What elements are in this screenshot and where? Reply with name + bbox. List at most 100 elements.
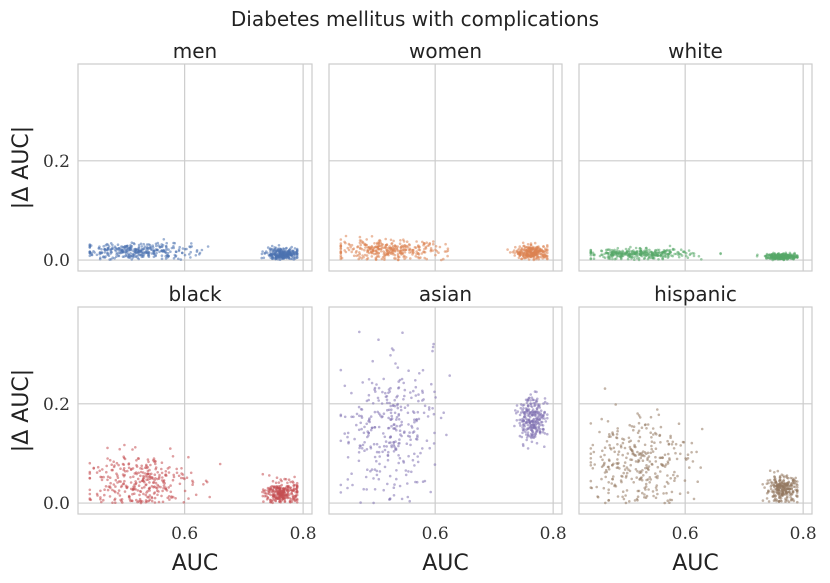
data-point: [106, 488, 110, 492]
data-point: [652, 433, 655, 436]
points-men: [88, 238, 299, 262]
data-point: [386, 408, 389, 412]
data-point: [187, 455, 190, 459]
data-point: [640, 250, 643, 254]
data-point: [99, 489, 102, 493]
data-point: [409, 443, 412, 447]
data-point: [387, 246, 390, 250]
data-point: [611, 433, 615, 437]
data-point: [271, 249, 275, 253]
data-point: [111, 243, 114, 247]
data-point: [376, 254, 380, 257]
data-point: [351, 483, 354, 487]
data-point: [376, 396, 380, 400]
data-point: [432, 342, 435, 346]
data-point: [526, 404, 530, 408]
data-point: [669, 477, 672, 480]
data-point: [122, 455, 125, 459]
data-point: [361, 381, 365, 384]
data-point: [770, 484, 773, 487]
data-point: [440, 258, 443, 262]
data-point: [634, 460, 638, 463]
data-point: [279, 251, 282, 255]
data-point: [273, 495, 277, 498]
data-point: [784, 491, 788, 495]
data-point: [294, 483, 297, 487]
data-point: [200, 248, 204, 252]
data-point: [526, 423, 530, 427]
data-point: [355, 412, 359, 416]
data-point: [616, 246, 620, 250]
data-point: [613, 450, 616, 454]
data-point: [607, 498, 611, 502]
data-point: [672, 447, 676, 450]
data-point: [621, 254, 625, 258]
data-point: [290, 249, 294, 253]
data-point: [285, 256, 289, 260]
data-point: [601, 449, 604, 453]
data-point: [621, 441, 625, 445]
data-point: [512, 249, 516, 252]
data-point: [290, 489, 294, 492]
panel-frame: [578, 306, 813, 515]
data-point: [606, 420, 610, 423]
data-point: [164, 251, 168, 255]
data-point: [589, 253, 593, 257]
data-point: [132, 242, 135, 245]
data-point: [121, 501, 124, 504]
data-point: [373, 468, 377, 471]
data-point: [115, 252, 118, 256]
data-point: [642, 474, 645, 477]
data-point: [181, 251, 184, 255]
data-point: [643, 443, 647, 447]
data-point: [172, 245, 175, 248]
data-point: [357, 405, 361, 409]
data-point: [546, 413, 549, 416]
data-point: [522, 427, 526, 431]
data-point: [527, 434, 530, 438]
data-point: [271, 493, 275, 497]
data-point: [434, 253, 437, 257]
data-point: [668, 457, 671, 460]
data-point: [346, 486, 349, 490]
data-point: [129, 245, 132, 248]
data-point: [153, 485, 156, 488]
points-black: [88, 443, 299, 505]
data-point: [146, 489, 149, 493]
data-point: [655, 488, 658, 492]
data-point: [637, 414, 641, 417]
data-point: [142, 254, 145, 257]
data-point: [279, 486, 283, 490]
data-point: [530, 396, 534, 400]
data-point: [648, 460, 652, 463]
data-point: [644, 246, 648, 250]
data-point: [674, 451, 677, 455]
data-point: [659, 253, 663, 257]
data-point: [367, 398, 371, 402]
data-point: [99, 496, 102, 499]
data-point: [377, 477, 381, 481]
data-point: [339, 247, 343, 251]
data-point: [367, 393, 371, 397]
data-point: [445, 433, 448, 437]
data-point: [604, 468, 608, 472]
data-point: [279, 478, 283, 481]
data-point: [146, 495, 149, 499]
data-point: [134, 446, 137, 449]
data-point: [532, 417, 536, 421]
data-point: [523, 412, 526, 416]
data-point: [279, 253, 283, 257]
data-point: [354, 251, 358, 254]
data-point: [538, 418, 542, 422]
data-point: [537, 426, 541, 430]
data-point: [439, 416, 443, 420]
data-point: [795, 494, 798, 498]
data-point: [610, 482, 613, 485]
data-point: [407, 369, 410, 373]
data-point: [95, 253, 99, 257]
data-point: [204, 479, 208, 483]
data-point: [104, 485, 108, 488]
data-point: [643, 486, 646, 490]
data-point: [409, 257, 412, 260]
data-point: [643, 423, 647, 427]
